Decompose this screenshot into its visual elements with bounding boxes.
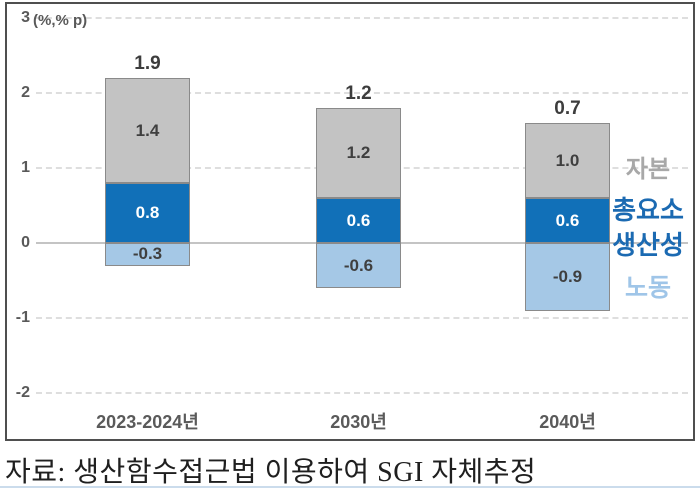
y-axis-tick-label: 2	[21, 84, 30, 101]
bar-segment-capital: 1.0	[525, 123, 610, 198]
bottom-edge-line	[0, 486, 700, 488]
bar-total-label: 1.9	[134, 53, 161, 74]
source-note: 자료: 생산함수접근법 이용하여 SGI 자체추정	[5, 457, 537, 488]
y-axis-tick-label: -1	[15, 309, 30, 326]
bar-segment-capital: 1.4	[105, 78, 190, 183]
gridline	[36, 17, 688, 19]
x-axis-category-label: 2040년	[539, 412, 596, 432]
gridline	[36, 317, 688, 319]
bar-value-label: -0.3	[132, 244, 163, 264]
bar-segment-labor: -0.3	[105, 243, 190, 266]
bar-segment-tfp: 0.8	[105, 183, 190, 243]
y-axis-tick-label: -2	[15, 384, 30, 401]
legend-tfp-label: 총요소생산성	[612, 195, 684, 260]
legend-capital-label: 자본	[625, 156, 671, 183]
bar-segment-tfp: 0.6	[525, 198, 610, 243]
bar-value-label: 0.6	[555, 210, 580, 230]
bar-segment-capital: 1.2	[316, 108, 401, 198]
axis-unit-label: (%,% p)	[33, 12, 88, 29]
y-axis-tick-label: 1	[21, 159, 30, 176]
bar-value-label: 1.4	[135, 120, 160, 140]
bar-value-label: -0.6	[343, 255, 374, 275]
bar-value-label: 1.2	[346, 143, 371, 162]
x-axis-category-label: 2030년	[330, 412, 387, 432]
bar-segment-tfp: 0.6	[316, 198, 401, 243]
bar-segment-labor: -0.9	[525, 243, 610, 311]
bar-value-label: 1.0	[555, 150, 580, 170]
gridline	[36, 392, 688, 394]
gridline	[36, 92, 688, 94]
y-axis-tick-label: 0	[21, 234, 30, 251]
bar-segment-labor: -0.6	[316, 243, 401, 288]
bar-total-label: 0.7	[554, 98, 581, 119]
bar-total-label: 1.2	[345, 83, 372, 104]
x-axis-category-label: 2023-2024년	[96, 412, 199, 432]
legend-labor-label: 노동	[624, 274, 671, 302]
bar-value-label: 0.8	[135, 203, 160, 222]
y-axis-tick-label: 3	[21, 9, 30, 26]
bar-value-label: 0.6	[346, 210, 371, 230]
bar-value-label: -0.9	[552, 266, 583, 286]
